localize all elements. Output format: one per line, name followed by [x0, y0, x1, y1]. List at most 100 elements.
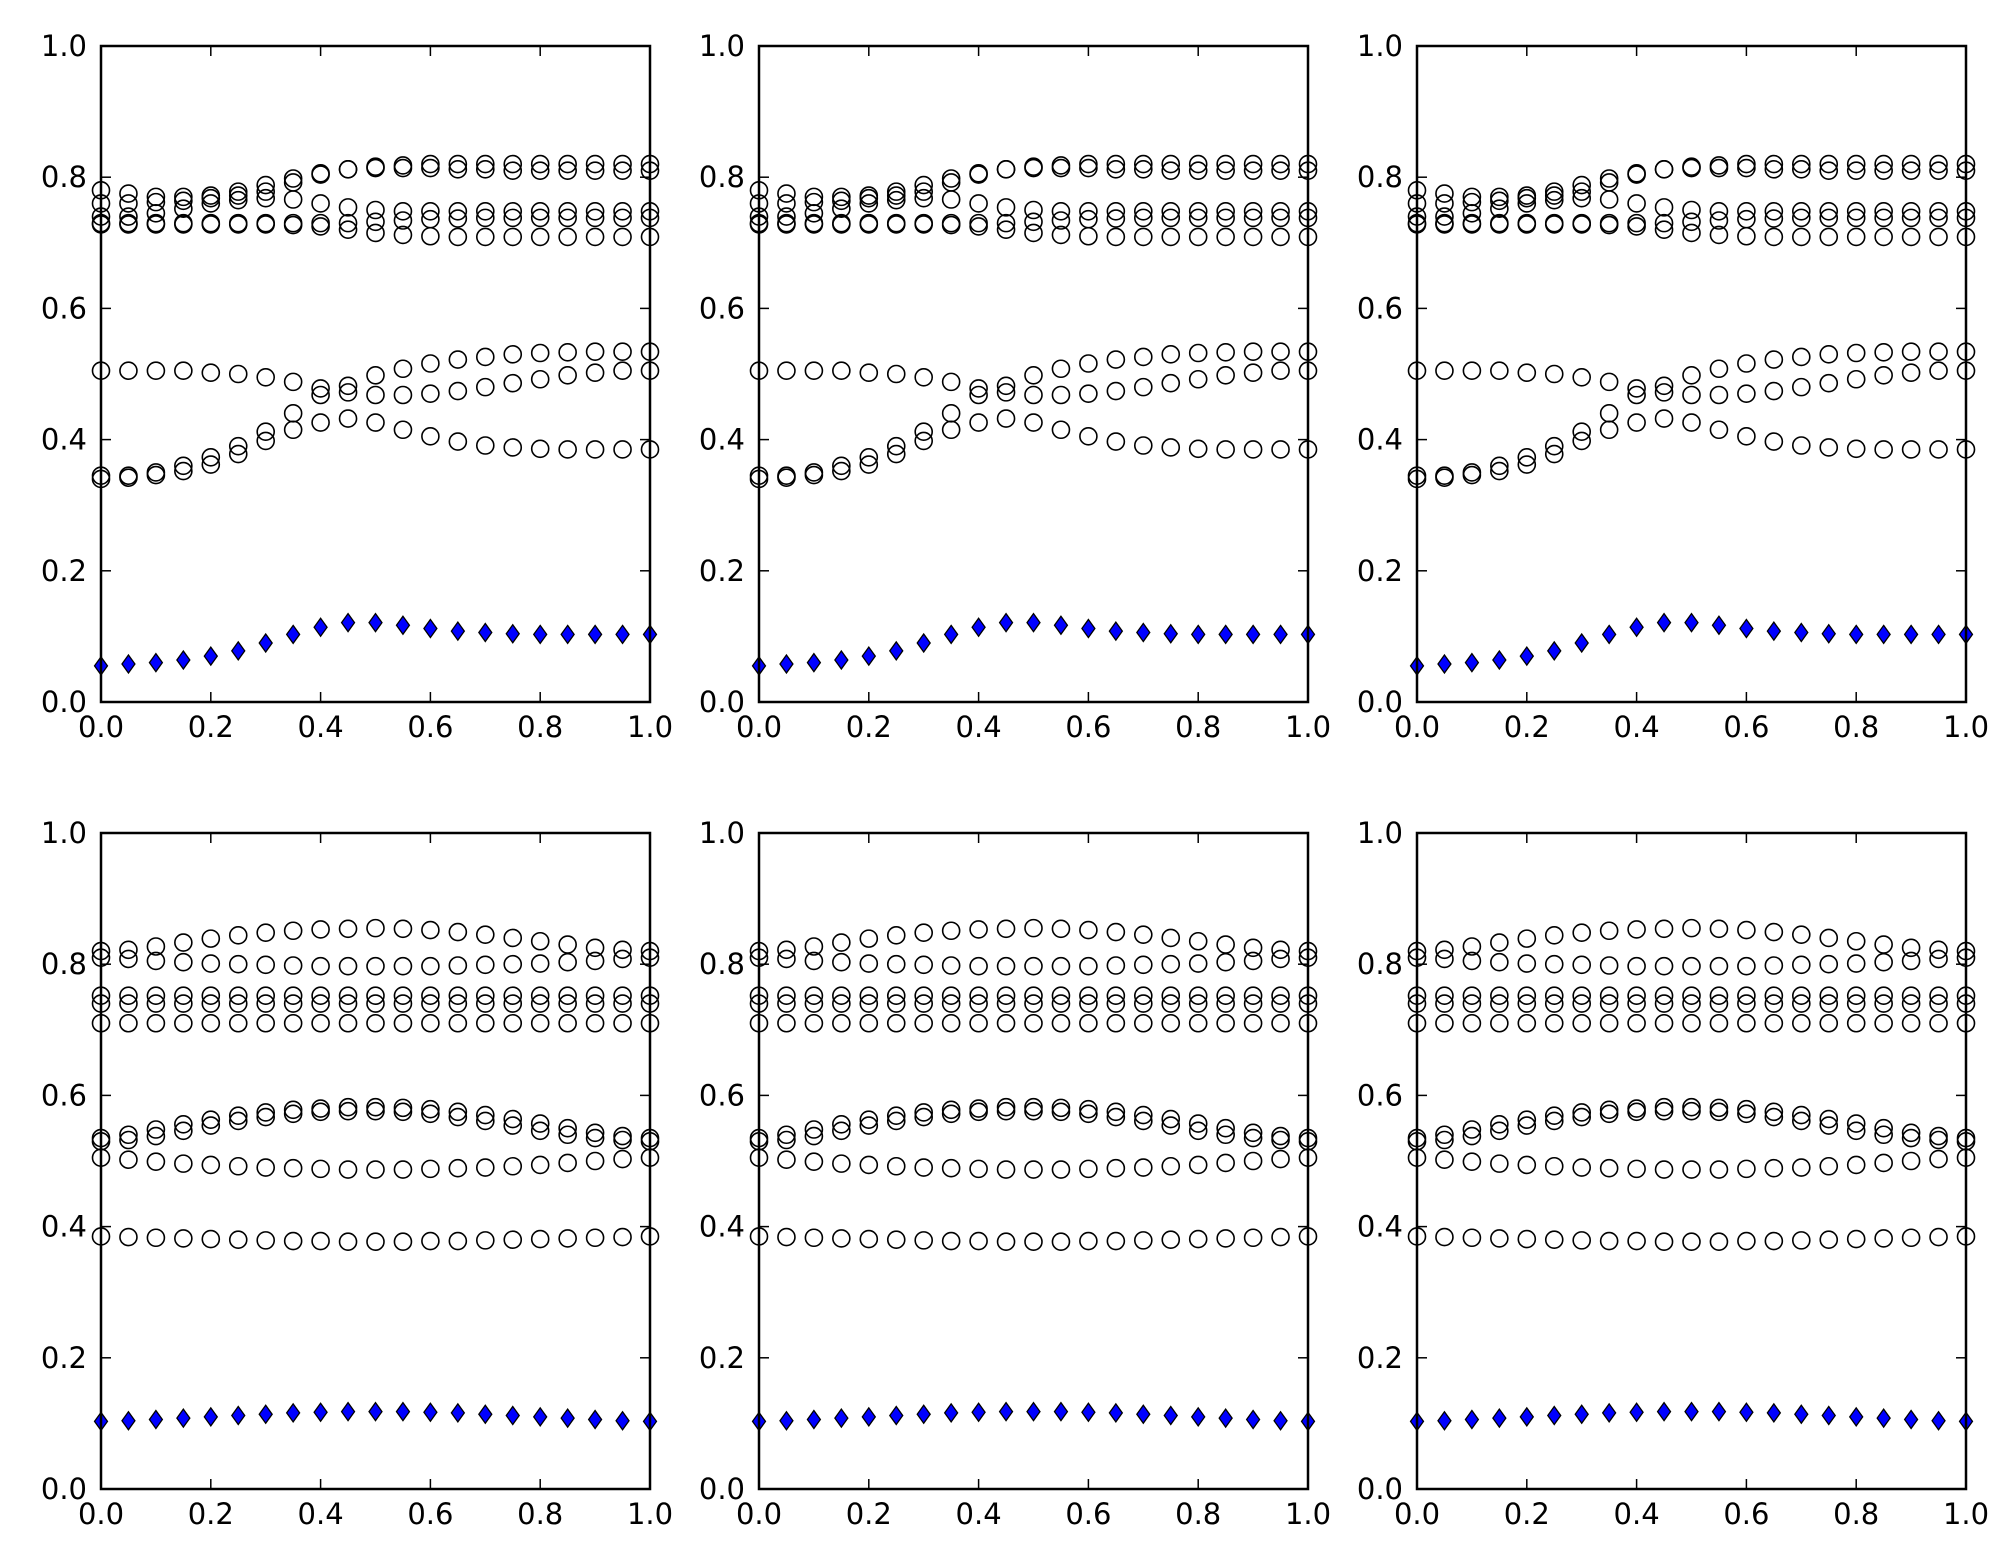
data-point-circle	[475, 160, 495, 179]
x-tick-label: 0.2	[188, 710, 234, 744]
data-point-circle	[1572, 175, 1591, 195]
data-point-circle	[1106, 350, 1126, 369]
series-8	[91, 1148, 660, 1179]
y-tick-label: 0.4	[1357, 423, 1403, 457]
data-point-circle	[1106, 1102, 1126, 1122]
data-point-circle	[1901, 440, 1921, 459]
data-point-circle	[174, 191, 193, 211]
data-point-circle	[1874, 343, 1893, 362]
data-point-circle	[146, 937, 166, 956]
data-point-circle	[804, 1013, 824, 1033]
data-point-circle	[777, 361, 796, 381]
data-point-circle	[1271, 940, 1290, 960]
data-point-circle	[1051, 1102, 1071, 1122]
data-point-circle	[914, 986, 934, 1005]
series-8	[91, 409, 660, 489]
data-point-circle	[1846, 369, 1866, 389]
data-point-circle	[1106, 986, 1126, 1005]
data-point-circle	[585, 363, 605, 382]
data-point-circle	[1737, 1099, 1756, 1119]
data-point-circle	[1929, 1013, 1948, 1033]
data-point-circle	[969, 1159, 988, 1179]
data-point-circle	[1929, 1130, 1948, 1150]
data-point-circle	[832, 456, 851, 476]
data-point-circle	[421, 154, 440, 174]
series-6	[749, 1097, 1318, 1148]
data-point-circle	[1819, 986, 1839, 1005]
data-point-circle	[338, 1013, 358, 1033]
data-point-circle	[777, 1125, 796, 1145]
data-point-circle	[832, 933, 851, 952]
data-point-circle	[393, 420, 413, 440]
data-point-circle	[1682, 1097, 1701, 1117]
data-point-circle	[1709, 1013, 1729, 1033]
data-point-circle	[585, 202, 605, 221]
data-point-circle	[585, 951, 605, 971]
data-point-circle	[366, 200, 385, 220]
data-point-circle	[941, 986, 961, 1005]
data-point-circle	[832, 361, 851, 381]
data-point-circle	[1764, 227, 1784, 247]
data-point-circle	[1271, 1227, 1290, 1247]
data-point-circle	[1846, 439, 1866, 459]
data-point-circle	[613, 440, 632, 459]
data-point-diamond	[943, 624, 959, 645]
data-point-diamond	[1601, 1402, 1617, 1424]
data-point-circle	[996, 160, 1016, 179]
data-point-circle	[1517, 213, 1537, 233]
series-2	[91, 158, 660, 213]
data-point-circle	[1819, 1013, 1839, 1033]
data-point-circle	[859, 954, 879, 973]
data-point-circle	[283, 921, 303, 941]
data-point-circle	[256, 215, 276, 234]
x-tick-label: 0.2	[846, 710, 892, 744]
data-point-circle	[475, 347, 495, 367]
data-point-circle	[558, 366, 577, 385]
data-point-diamond	[806, 652, 822, 673]
series-3	[91, 986, 660, 1005]
data-point-circle	[585, 1128, 605, 1148]
data-point-circle	[1792, 202, 1811, 221]
data-point-circle	[228, 1230, 248, 1250]
series-6	[749, 361, 1318, 405]
data-point-circle	[1271, 361, 1290, 381]
data-point-circle	[941, 404, 961, 423]
data-point-diamond	[1437, 653, 1452, 675]
data-point-circle	[1271, 1130, 1290, 1150]
data-point-circle	[1819, 154, 1839, 174]
data-point-circle	[421, 1099, 440, 1119]
data-point-circle	[613, 1130, 632, 1150]
data-point-circle	[366, 212, 385, 232]
series-7	[1407, 1101, 1976, 1151]
x-tick-label: 0.4	[1614, 710, 1660, 744]
data-point-circle	[366, 1160, 385, 1179]
data-point-circle	[393, 1160, 413, 1179]
data-point-circle	[256, 1107, 276, 1127]
y-tick-label: 0.0	[41, 685, 87, 719]
data-point-circle	[1079, 202, 1098, 221]
data-point-circle	[366, 956, 385, 976]
y-tick-label: 0.8	[41, 947, 87, 981]
data-point-circle	[1243, 227, 1263, 247]
data-point-circle	[996, 986, 1016, 1005]
data-point-circle	[886, 182, 906, 201]
data-point-circle	[1024, 200, 1043, 220]
data-point-diamond	[1876, 624, 1891, 645]
series-1	[1407, 154, 1976, 207]
data-point-circle	[1517, 954, 1537, 973]
data-point-circle	[832, 952, 851, 972]
data-point-circle	[886, 1106, 906, 1126]
data-point-circle	[886, 364, 906, 384]
data-point-circle	[1709, 420, 1729, 440]
data-point-circle	[996, 994, 1016, 1013]
data-point-circle	[1929, 940, 1948, 960]
data-point-circle	[475, 925, 495, 944]
data-point-circle	[996, 198, 1016, 217]
data-point-circle	[1051, 359, 1071, 379]
data-point-circle	[1243, 1013, 1263, 1033]
x-tick-label: 0.6	[1723, 710, 1769, 744]
data-point-circle	[366, 157, 385, 177]
data-point-circle	[777, 215, 796, 234]
data-point-circle	[1024, 986, 1043, 1005]
data-point-circle	[613, 986, 632, 1005]
